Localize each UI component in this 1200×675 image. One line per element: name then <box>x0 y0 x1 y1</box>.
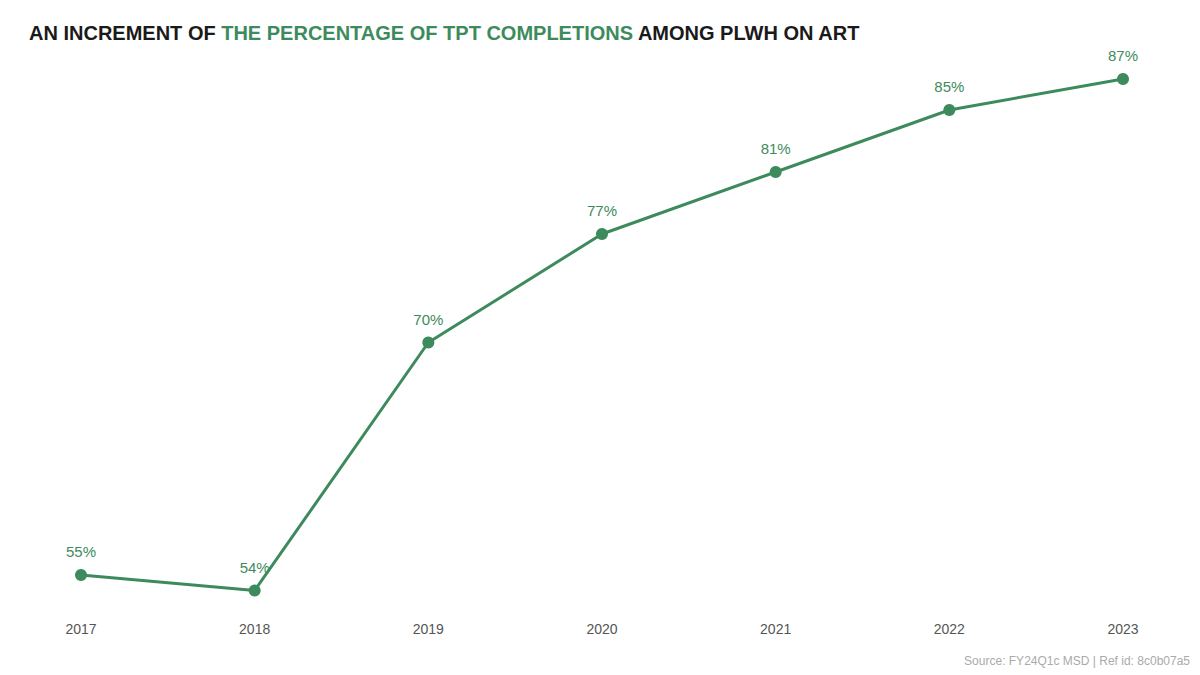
svg-text:2020: 2020 <box>586 621 617 637</box>
svg-text:85%: 85% <box>934 78 964 95</box>
svg-text:55%: 55% <box>66 543 96 560</box>
svg-text:2023: 2023 <box>1107 621 1138 637</box>
svg-text:87%: 87% <box>1108 47 1138 64</box>
svg-text:Source: FY24Q1c MSD | Ref id:: Source: FY24Q1c MSD | Ref id: 8c0b07a5 <box>964 654 1190 668</box>
svg-text:77%: 77% <box>587 202 617 219</box>
svg-text:AMONG PLWH ON ART: AMONG PLWH ON ART <box>633 22 859 44</box>
svg-text:AN INCREMENT OF: AN INCREMENT OF <box>29 22 221 44</box>
svg-text:2021: 2021 <box>760 621 791 637</box>
svg-text:54%: 54% <box>240 559 270 576</box>
svg-text:70%: 70% <box>413 311 443 328</box>
svg-text:2018: 2018 <box>239 621 270 637</box>
svg-text:81%: 81% <box>761 140 791 157</box>
svg-text:2019: 2019 <box>413 621 444 637</box>
svg-text:2022: 2022 <box>934 621 965 637</box>
svg-text:THE PERCENTAGE OF TPT COMPLETI: THE PERCENTAGE OF TPT COMPLETIONS <box>221 22 633 44</box>
svg-text:2017: 2017 <box>65 621 96 637</box>
